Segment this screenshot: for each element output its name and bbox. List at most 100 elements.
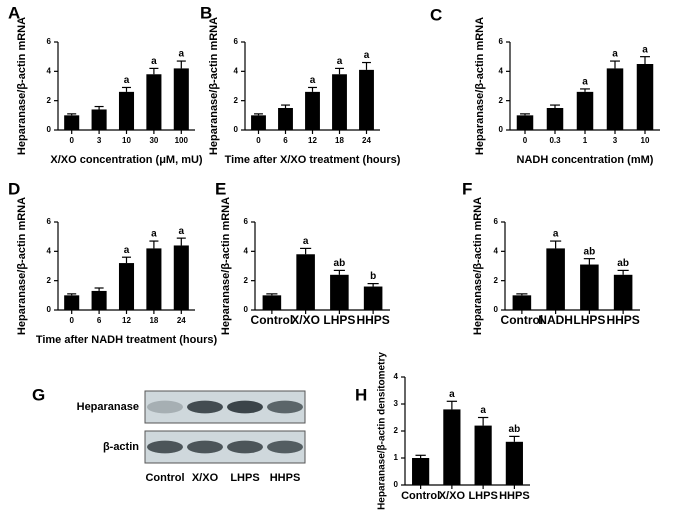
y-tick-label: 2 bbox=[47, 276, 52, 285]
y-axis-label: Heparanase/β-actin mRNA bbox=[472, 197, 484, 335]
y-tick-label: 2 bbox=[494, 276, 499, 285]
significance-label: b bbox=[370, 271, 376, 282]
significance-label: ab bbox=[509, 424, 521, 435]
y-axis-label: Heparanase/β-actin densitometry bbox=[377, 352, 388, 510]
x-axis-label: Time after X/XO treatment (hours) bbox=[225, 154, 401, 166]
bar bbox=[64, 115, 80, 130]
blot-band bbox=[267, 440, 303, 454]
y-tick-label: 4 bbox=[47, 246, 52, 255]
y-tick-label: 6 bbox=[47, 217, 52, 226]
panel-letter: E bbox=[215, 179, 226, 198]
bar bbox=[512, 295, 532, 310]
blot-band bbox=[187, 400, 223, 414]
y-tick-label: 0 bbox=[234, 125, 239, 134]
x-tick-label: 0 bbox=[523, 136, 528, 145]
x-tick-label: Control bbox=[501, 313, 544, 327]
y-tick-label: 3 bbox=[394, 399, 399, 408]
bar bbox=[91, 290, 107, 310]
y-tick-label: 6 bbox=[47, 37, 52, 46]
y-tick-label: 6 bbox=[234, 37, 239, 46]
blot-band bbox=[187, 440, 223, 454]
panel-letter: B bbox=[200, 3, 212, 22]
y-tick-label: 6 bbox=[499, 37, 504, 46]
y-tick-label: 2 bbox=[47, 96, 52, 105]
blot-band bbox=[147, 440, 183, 454]
significance-label: a bbox=[179, 226, 185, 237]
x-tick-label: 12 bbox=[308, 136, 317, 145]
significance-label: a bbox=[364, 50, 370, 61]
significance-label: a bbox=[310, 75, 316, 86]
y-tick-label: 4 bbox=[499, 66, 504, 75]
x-tick-label: NADH bbox=[538, 313, 573, 327]
x-tick-label: LHPS bbox=[573, 313, 605, 327]
bar bbox=[363, 286, 383, 310]
blot-row-label: Heparanase bbox=[77, 401, 139, 413]
bar bbox=[546, 248, 565, 310]
bar bbox=[251, 115, 266, 130]
x-tick-label: 100 bbox=[175, 136, 189, 145]
bar bbox=[505, 441, 523, 485]
x-tick-label: 0 bbox=[256, 136, 261, 145]
bar bbox=[359, 69, 374, 130]
bar bbox=[118, 91, 135, 130]
y-tick-label: 2 bbox=[234, 96, 239, 105]
bar bbox=[412, 458, 430, 485]
lane-label: Control bbox=[145, 472, 184, 484]
bar bbox=[546, 108, 564, 130]
significance-label: a bbox=[124, 75, 130, 86]
lane-label: LHPS bbox=[230, 472, 259, 484]
x-tick-label: 0 bbox=[69, 136, 74, 145]
y-tick-label: 4 bbox=[244, 246, 249, 255]
x-tick-label: HHPS bbox=[356, 313, 389, 327]
blot-band bbox=[147, 400, 183, 414]
bar bbox=[330, 274, 349, 310]
significance-label: a bbox=[582, 77, 588, 88]
x-tick-label: 1 bbox=[583, 136, 588, 145]
bar bbox=[146, 74, 162, 130]
y-tick-label: 1 bbox=[394, 453, 399, 462]
bar bbox=[576, 91, 594, 130]
panel-letter: F bbox=[462, 179, 472, 198]
bar bbox=[580, 264, 599, 310]
y-axis-label: Heparanase/β-actin mRNA bbox=[16, 17, 28, 155]
x-axis-label: Time after NADH treatment (hours) bbox=[36, 334, 218, 346]
x-tick-label: 10 bbox=[641, 136, 650, 145]
x-tick-label: 0 bbox=[69, 316, 74, 325]
x-axis-label: X/XO concentration (μM, mU) bbox=[50, 154, 203, 166]
y-tick-label: 4 bbox=[394, 372, 399, 381]
bar bbox=[613, 274, 633, 310]
y-tick-label: 0 bbox=[47, 305, 52, 314]
lane-label: HHPS bbox=[270, 472, 301, 484]
y-tick-label: 2 bbox=[499, 96, 504, 105]
x-tick-label: X/XO bbox=[291, 313, 320, 327]
significance-label: a bbox=[480, 405, 486, 416]
blot-band bbox=[227, 400, 263, 414]
x-tick-label: 6 bbox=[97, 316, 102, 325]
y-axis-label: Heparanase/β-actin mRNA bbox=[16, 197, 28, 335]
x-axis-label: NADH concentration (mM) bbox=[517, 154, 654, 166]
x-tick-label: 18 bbox=[335, 136, 344, 145]
panel-letter: D bbox=[8, 179, 20, 198]
x-tick-label: 3 bbox=[97, 136, 102, 145]
y-axis-label: Heparanase/β-actin mRNA bbox=[220, 197, 232, 335]
x-tick-label: 3 bbox=[613, 136, 618, 145]
bar bbox=[305, 91, 320, 130]
bar bbox=[64, 295, 80, 310]
y-tick-label: 6 bbox=[244, 217, 249, 226]
significance-label: a bbox=[179, 49, 185, 60]
x-tick-label: HHPS bbox=[606, 313, 639, 327]
y-tick-label: 2 bbox=[244, 276, 249, 285]
y-tick-label: 0 bbox=[499, 125, 504, 134]
bar bbox=[516, 115, 534, 130]
bar bbox=[296, 254, 315, 310]
bar bbox=[91, 109, 107, 130]
y-axis-label: Heparanase/β-actin mRNA bbox=[474, 17, 486, 155]
x-tick-label: 24 bbox=[362, 136, 371, 145]
significance-label: ab bbox=[584, 246, 596, 257]
x-tick-label: Control bbox=[251, 313, 294, 327]
blot-band bbox=[227, 440, 263, 454]
bar bbox=[332, 74, 347, 130]
significance-label: a bbox=[151, 56, 157, 67]
bar bbox=[173, 68, 189, 130]
bar bbox=[118, 263, 135, 310]
